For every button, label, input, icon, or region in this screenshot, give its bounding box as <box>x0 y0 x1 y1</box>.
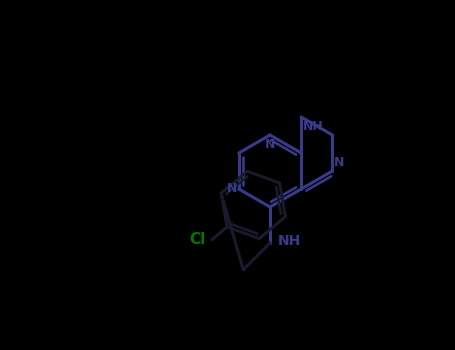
Text: Cl: Cl <box>189 232 206 247</box>
Text: N: N <box>227 182 237 195</box>
Text: NH: NH <box>303 120 324 133</box>
Text: NH: NH <box>278 234 301 248</box>
Text: N: N <box>334 156 345 169</box>
Text: N: N <box>265 138 275 151</box>
